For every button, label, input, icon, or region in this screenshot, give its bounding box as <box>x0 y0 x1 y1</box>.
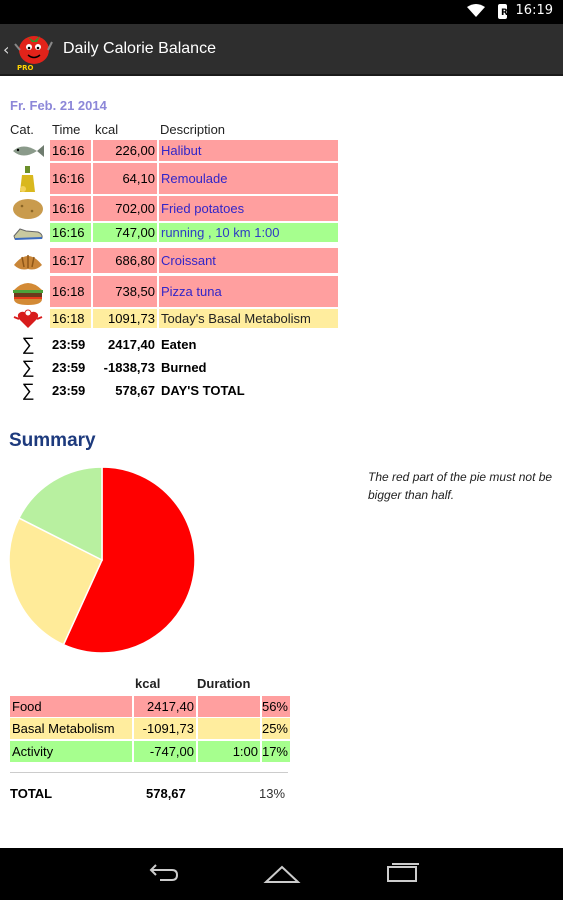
pie-slice-food <box>62 466 196 654</box>
oil-bottle-icon <box>10 163 46 194</box>
sum-time: 23:59 <box>52 359 86 375</box>
entry-time: 16:16 <box>50 196 91 221</box>
entry-kcal: 702,00 <box>93 196 157 221</box>
entry-time: 16:18 <box>50 309 91 328</box>
back-chevron-icon[interactable]: ‹ <box>3 40 10 59</box>
summary-row-kcal: 2417,40 <box>134 696 196 717</box>
entry-time: 16:16 <box>50 223 91 242</box>
summary-row-duration: 1:00 <box>198 741 260 762</box>
entry-row[interactable]: 16:16 226,00 Halibut <box>10 140 340 161</box>
total-kcal: 578,67 <box>146 786 186 801</box>
sum-sigma-icon: ∑ <box>21 356 35 377</box>
entry-kcal: 64,10 <box>93 163 157 194</box>
navigation-bar <box>0 848 563 900</box>
status-bar: R 16:19 <box>0 0 563 24</box>
potato-icon <box>10 196 46 221</box>
home-nav-icon[interactable] <box>262 862 302 886</box>
running-shoe-icon <box>10 223 46 242</box>
entry-description: running , 10 km 1:00 <box>159 223 338 242</box>
status-clock: 16:19 <box>515 3 553 18</box>
entry-row[interactable]: 16:16 747,00 running , 10 km 1:00 <box>10 223 340 242</box>
entry-kcal: 747,00 <box>93 223 157 242</box>
sum-description: Eaten <box>161 336 197 352</box>
entry-date: Fr. Feb. 21 2014 <box>10 98 107 113</box>
action-bar: ‹ PRO Daily Calorie Balance <box>0 24 563 76</box>
summary-row-duration <box>198 696 260 717</box>
app-title: Daily Calorie Balance <box>63 40 216 57</box>
back-nav-icon[interactable] <box>142 862 182 886</box>
sum-kcal: 578,67 <box>115 382 155 398</box>
summary-header-kcal: kcal <box>135 676 161 691</box>
sum-time: 23:59 <box>52 382 86 398</box>
entry-description: Halibut <box>159 140 338 161</box>
entry-description: Remoulade <box>159 163 338 194</box>
entry-description: Croissant <box>159 248 338 273</box>
recent-apps-nav-icon[interactable] <box>382 862 422 886</box>
summary-row: Basal Metabolism -1091,73 25% <box>10 718 290 739</box>
pie-slice-activity <box>17 466 103 562</box>
entry-row[interactable]: 16:16 702,00 Fried potatoes <box>10 196 340 221</box>
entry-time: 16:16 <box>50 140 91 161</box>
entry-row[interactable]: 16:18 738,50 Pizza tuna <box>10 276 340 307</box>
main-content[interactable]: Fr. Feb. 21 2014 Cat. Time kcal Descript… <box>0 78 563 848</box>
entry-row[interactable]: 16:17 686,80 Croissant <box>10 248 340 273</box>
header-kcal: kcal <box>95 122 119 137</box>
summary-row-name: Activity <box>10 741 132 762</box>
total-pct: 13% <box>259 786 286 801</box>
entry-description: Fried potatoes <box>159 196 338 221</box>
sum-row: ∑ 23:59 -1838,73 Burned <box>10 357 340 377</box>
wifi-icon <box>467 4 485 17</box>
summary-row: Food 2417,40 56% <box>10 696 290 717</box>
entry-kcal: 226,00 <box>93 140 157 161</box>
fish-icon <box>10 140 46 161</box>
sum-sigma-icon: ∑ <box>21 379 35 400</box>
sum-row: ∑ 23:59 578,67 DAY'S TOTAL <box>10 380 340 400</box>
heart-body-icon <box>10 309 46 328</box>
summary-row: Activity -747,00 1:00 17% <box>10 741 290 762</box>
header-cat: Cat. <box>10 122 34 137</box>
battery-icon: R <box>498 4 508 19</box>
entry-kcal: 1091,73 <box>93 309 157 328</box>
svg-text:PRO: PRO <box>17 64 34 72</box>
sum-time: 23:59 <box>52 336 86 352</box>
sum-description: Burned <box>161 359 207 375</box>
entry-row[interactable]: 16:16 64,10 Remoulade <box>10 163 340 194</box>
summary-pie-chart <box>8 466 196 654</box>
sum-sigma-icon: ∑ <box>21 333 35 354</box>
summary-row-pct: 56% <box>262 696 290 717</box>
app-logo-tomato-icon[interactable]: PRO <box>12 30 54 72</box>
entry-description: Pizza tuna <box>159 276 338 307</box>
summary-row-pct: 17% <box>262 741 290 762</box>
entry-kcal: 686,80 <box>93 248 157 273</box>
sum-description: DAY'S TOTAL <box>161 382 245 398</box>
sum-kcal: -1838,73 <box>103 359 155 375</box>
summary-header-duration: Duration <box>197 676 251 691</box>
header-time: Time <box>52 122 81 137</box>
entry-time: 16:18 <box>50 276 91 307</box>
burger-icon <box>10 276 46 307</box>
summary-row-kcal: -1091,73 <box>134 718 196 739</box>
summary-row-name: Basal Metabolism <box>10 718 132 739</box>
entry-kcal: 738,50 <box>93 276 157 307</box>
summary-row-kcal: -747,00 <box>134 741 196 762</box>
summary-row-name: Food <box>10 696 132 717</box>
entry-time: 16:16 <box>50 163 91 194</box>
total-label: TOTAL <box>10 786 53 801</box>
entry-description: Today's Basal Metabolism <box>159 309 338 328</box>
summary-row-pct: 25% <box>262 718 290 739</box>
entry-row[interactable]: 16:18 1091,73 Today's Basal Metabolism <box>10 309 340 328</box>
entry-time: 16:17 <box>50 248 91 273</box>
summary-row-duration <box>198 718 260 739</box>
summary-divider <box>10 772 288 773</box>
summary-note: The red part of the pie must not be bigg… <box>368 470 553 502</box>
sum-row: ∑ 23:59 2417,40 Eaten <box>10 334 340 354</box>
pie-slice-basal-metabolism <box>8 517 103 646</box>
summary-title: Summary <box>9 430 96 451</box>
croissant-icon <box>10 248 46 273</box>
header-description: Description <box>160 122 226 137</box>
sum-kcal: 2417,40 <box>108 336 155 352</box>
